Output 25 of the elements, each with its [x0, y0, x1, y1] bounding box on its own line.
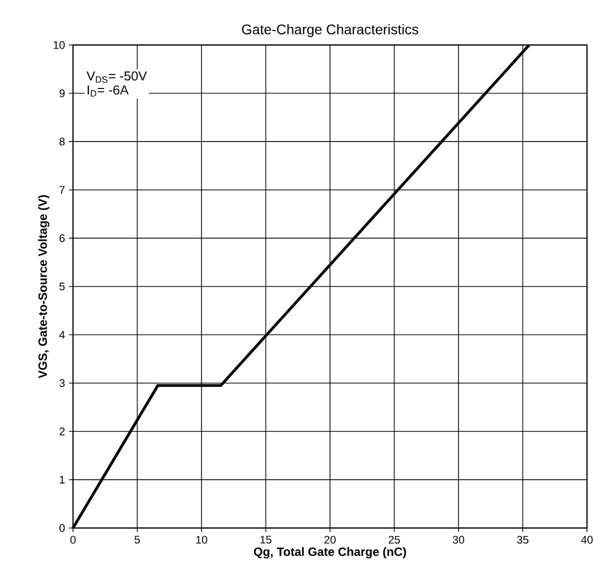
- y-tick-label: 1: [60, 476, 65, 484]
- x-tick-label: 40: [581, 536, 593, 544]
- annotation: V$_{DS}$= -50V: [86, 71, 147, 83]
- y-tick-label: 0: [59, 524, 65, 532]
- x-tick-label: 20: [324, 536, 336, 544]
- x-tick-label: 25: [388, 536, 400, 544]
- y-tick-label: 5: [59, 282, 65, 290]
- x-tick-label: 5: [134, 536, 140, 544]
- y-tick-label: 7: [60, 186, 65, 194]
- y-tick-label: 2: [60, 428, 65, 436]
- y-tick-label: 10: [54, 41, 65, 49]
- y-tick-label: 9: [60, 89, 65, 98]
- chart-title: Gate-Charge Characteristics: [242, 24, 418, 38]
- x-tick-label: 10: [196, 536, 208, 544]
- x-tick-label: 15: [260, 536, 272, 544]
- y-tick-label: 3: [59, 379, 65, 387]
- x-tick-label: 30: [452, 536, 464, 544]
- y-tick-label: 8: [60, 138, 65, 146]
- y-tick-label: 4: [59, 330, 65, 339]
- x-tick-label: 35: [517, 536, 528, 544]
- x-axis-title: Qg, Total Gate Charge (nC): [254, 547, 406, 558]
- x-tick-label: 0: [70, 536, 76, 544]
- annotation: I$_{D}$= -6A: [88, 85, 129, 97]
- y-axis-title: VGS, Gate-to-Source Voltage (V): [38, 195, 50, 378]
- y-tick-label: 6: [60, 234, 65, 242]
